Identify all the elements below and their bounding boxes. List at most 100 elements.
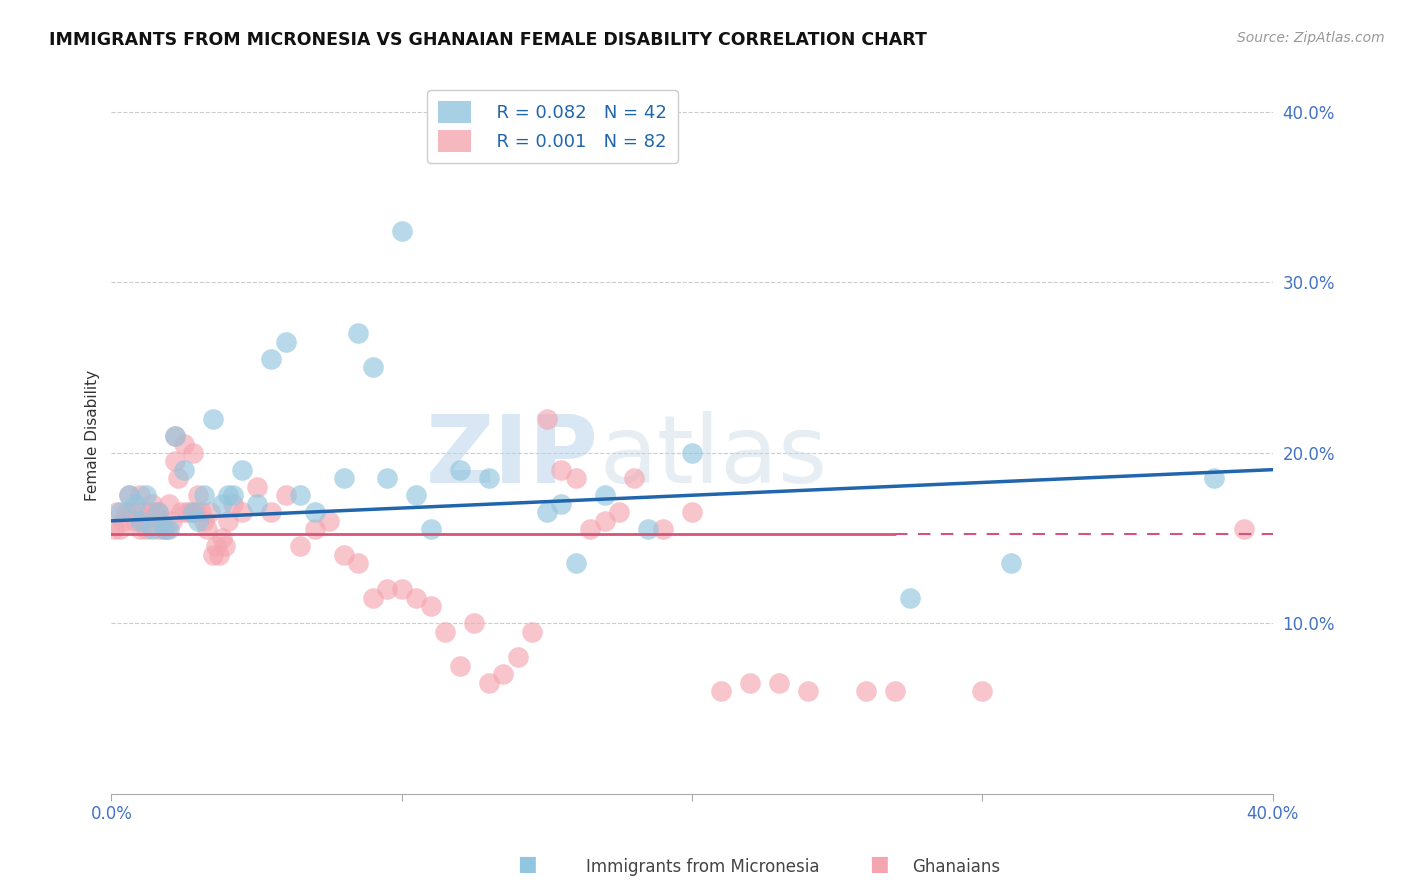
- Point: [506, 650, 529, 665]
- Point: [245, 497, 267, 511]
- Y-axis label: Female Disability: Female Disability: [86, 370, 100, 501]
- Point: [419, 599, 441, 613]
- Point: [152, 522, 174, 536]
- Point: [146, 505, 169, 519]
- Text: Ghanaians: Ghanaians: [912, 858, 1000, 876]
- Point: [129, 488, 152, 502]
- Point: [304, 522, 326, 536]
- Point: [146, 505, 169, 519]
- Point: [179, 505, 201, 519]
- Point: [419, 522, 441, 536]
- Point: [361, 360, 384, 375]
- Point: [593, 514, 616, 528]
- Point: [205, 540, 228, 554]
- Point: [565, 557, 588, 571]
- Point: [478, 471, 501, 485]
- Point: [478, 676, 501, 690]
- Point: [492, 667, 515, 681]
- Point: [103, 522, 125, 536]
- Point: [1232, 522, 1254, 536]
- Point: [176, 505, 198, 519]
- Point: [129, 514, 152, 528]
- Point: [405, 591, 427, 605]
- Point: [855, 684, 877, 698]
- Point: [184, 505, 207, 519]
- Point: [187, 514, 209, 528]
- Point: [375, 471, 398, 485]
- Point: [623, 471, 645, 485]
- Point: [143, 505, 166, 519]
- Point: [141, 522, 163, 536]
- Text: IMMIGRANTS FROM MICRONESIA VS GHANAIAN FEMALE DISABILITY CORRELATION CHART: IMMIGRANTS FROM MICRONESIA VS GHANAIAN F…: [49, 31, 927, 49]
- Text: Immigrants from Micronesia: Immigrants from Micronesia: [586, 858, 820, 876]
- Point: [132, 514, 155, 528]
- Point: [565, 471, 588, 485]
- Point: [159, 522, 181, 536]
- Point: [211, 531, 233, 545]
- Point: [738, 676, 761, 690]
- Point: [550, 497, 572, 511]
- Point: [222, 488, 245, 502]
- Point: [536, 411, 558, 425]
- Point: [609, 505, 631, 519]
- Point: [347, 326, 370, 341]
- Point: [202, 548, 225, 562]
- Point: [375, 582, 398, 596]
- Point: [214, 540, 236, 554]
- Point: [202, 411, 225, 425]
- Point: [637, 522, 659, 536]
- Point: [260, 505, 283, 519]
- Point: [146, 522, 169, 536]
- Point: [124, 497, 146, 511]
- Point: [288, 488, 311, 502]
- Point: [274, 488, 297, 502]
- Point: [105, 505, 128, 519]
- Point: [190, 505, 212, 519]
- Text: atlas: atlas: [599, 411, 827, 503]
- Point: [170, 505, 193, 519]
- Point: [138, 505, 160, 519]
- Point: [347, 557, 370, 571]
- Point: [193, 514, 215, 528]
- Point: [141, 497, 163, 511]
- Point: [165, 454, 187, 468]
- Point: [652, 522, 675, 536]
- Point: [405, 488, 427, 502]
- Point: [797, 684, 820, 698]
- Point: [245, 480, 267, 494]
- Point: [198, 505, 221, 519]
- Point: [222, 497, 245, 511]
- Point: [217, 488, 239, 502]
- Point: [391, 224, 413, 238]
- Point: [149, 514, 172, 528]
- Point: [124, 514, 146, 528]
- Point: [884, 684, 907, 698]
- Point: [211, 497, 233, 511]
- Text: ■: ■: [517, 855, 537, 874]
- Point: [332, 548, 354, 562]
- Text: ■: ■: [869, 855, 889, 874]
- Point: [121, 505, 143, 519]
- Point: [159, 497, 181, 511]
- Point: [898, 591, 921, 605]
- Point: [1000, 557, 1022, 571]
- Point: [181, 445, 204, 459]
- Point: [187, 488, 209, 502]
- Point: [231, 463, 253, 477]
- Point: [135, 488, 157, 502]
- Point: [579, 522, 602, 536]
- Point: [710, 684, 733, 698]
- Point: [449, 658, 471, 673]
- Point: [536, 505, 558, 519]
- Point: [274, 334, 297, 349]
- Legend:   R = 0.082   N = 42,   R = 0.001   N = 82: R = 0.082 N = 42, R = 0.001 N = 82: [427, 90, 678, 163]
- Point: [972, 684, 994, 698]
- Point: [260, 351, 283, 366]
- Point: [173, 463, 195, 477]
- Point: [167, 471, 190, 485]
- Point: [135, 522, 157, 536]
- Point: [108, 522, 131, 536]
- Point: [152, 522, 174, 536]
- Point: [318, 514, 340, 528]
- Point: [111, 514, 134, 528]
